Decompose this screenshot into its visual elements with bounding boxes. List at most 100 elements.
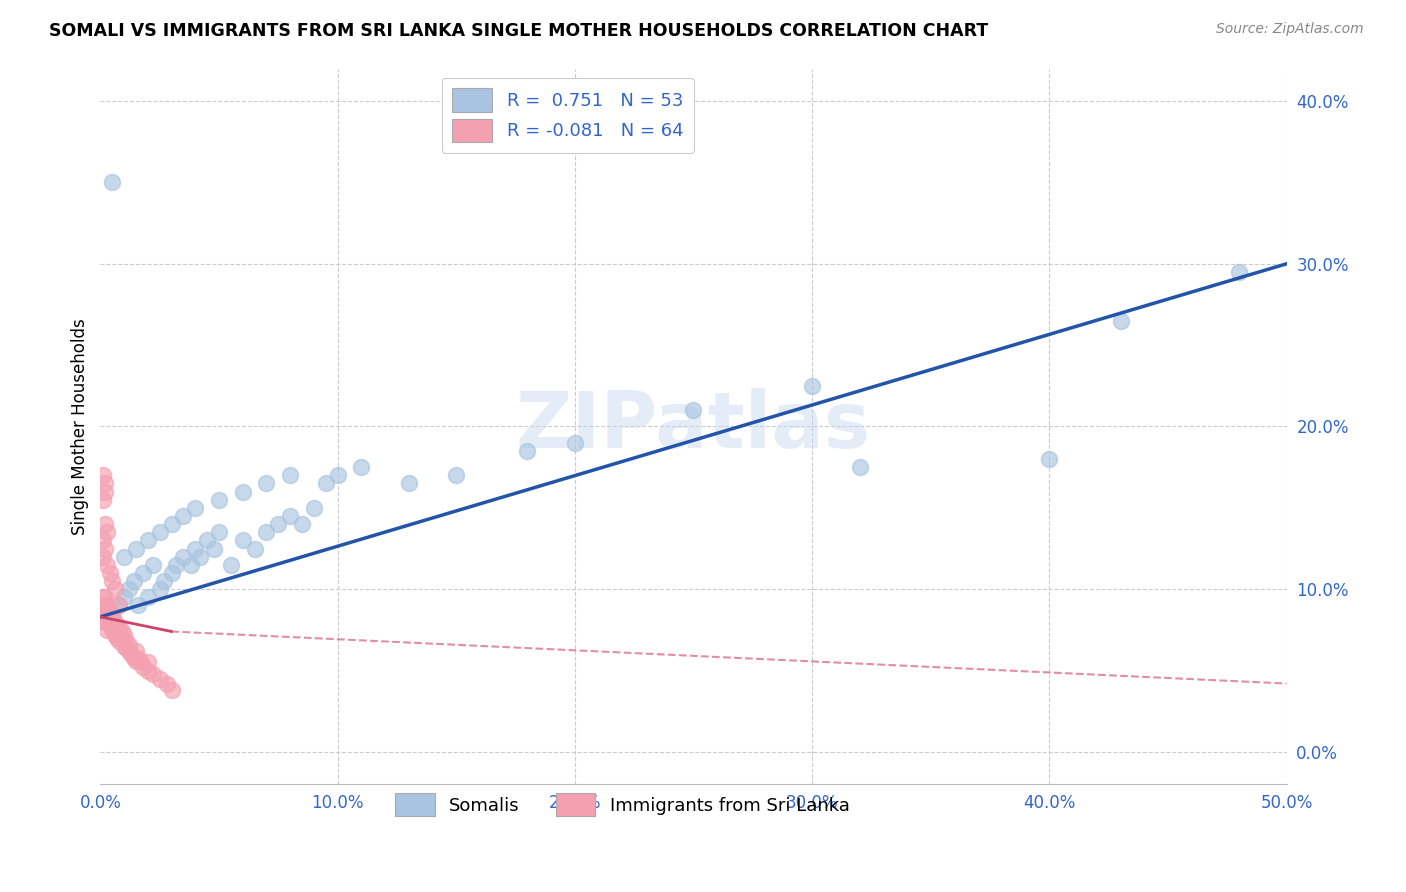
Point — [112, 549, 135, 564]
Point — [172, 549, 194, 564]
Point — [103, 628, 125, 642]
Point — [350, 460, 373, 475]
Point — [94, 541, 117, 556]
Point — [125, 541, 148, 556]
Point — [98, 611, 121, 625]
Point — [108, 628, 131, 642]
Point — [278, 508, 301, 523]
Text: Source: ZipAtlas.com: Source: ZipAtlas.com — [1216, 22, 1364, 37]
Point — [326, 468, 349, 483]
Point — [105, 623, 128, 637]
Point — [179, 558, 201, 572]
Point — [848, 460, 870, 475]
Point — [94, 607, 117, 621]
Point — [132, 566, 155, 580]
Point — [232, 484, 254, 499]
Point — [267, 517, 290, 532]
Point — [111, 631, 134, 645]
Point — [115, 634, 138, 648]
Point — [103, 582, 125, 597]
Point — [108, 599, 131, 613]
Point — [120, 647, 142, 661]
Point — [101, 176, 124, 190]
Point — [115, 640, 138, 655]
Point — [564, 435, 586, 450]
Point — [172, 508, 194, 523]
Point — [94, 517, 117, 532]
Point — [91, 468, 114, 483]
Point — [398, 476, 420, 491]
Point — [202, 541, 225, 556]
Point — [153, 574, 176, 588]
Point — [232, 533, 254, 548]
Point — [96, 607, 118, 621]
Point — [112, 591, 135, 605]
Text: ZIPatlas: ZIPatlas — [516, 389, 870, 465]
Point — [91, 607, 114, 621]
Point — [184, 541, 207, 556]
Point — [91, 591, 114, 605]
Point — [101, 574, 124, 588]
Point — [112, 639, 135, 653]
Point — [91, 599, 114, 613]
Point — [444, 468, 467, 483]
Point — [127, 599, 149, 613]
Point — [91, 533, 114, 548]
Point — [125, 654, 148, 668]
Point — [103, 615, 125, 629]
Point — [160, 517, 183, 532]
Point — [101, 607, 124, 621]
Point — [254, 476, 277, 491]
Point — [127, 650, 149, 665]
Point — [96, 558, 118, 572]
Point — [208, 525, 231, 540]
Point — [112, 634, 135, 648]
Point — [149, 672, 172, 686]
Point — [141, 666, 163, 681]
Point — [101, 618, 124, 632]
Point — [129, 656, 152, 670]
Point — [94, 476, 117, 491]
Point — [98, 607, 121, 621]
Point — [243, 541, 266, 556]
Point — [254, 525, 277, 540]
Point — [101, 607, 124, 621]
Point — [1227, 265, 1250, 279]
Point — [112, 628, 135, 642]
Point — [1109, 314, 1132, 328]
Point — [98, 615, 121, 629]
Point — [94, 615, 117, 629]
Point — [136, 533, 159, 548]
Point — [103, 621, 125, 635]
Point — [108, 599, 131, 613]
Point — [118, 644, 141, 658]
Point — [132, 660, 155, 674]
Point — [195, 533, 218, 548]
Point — [160, 683, 183, 698]
Point — [302, 500, 325, 515]
Point — [315, 476, 337, 491]
Point — [96, 615, 118, 629]
Point — [184, 500, 207, 515]
Point — [141, 558, 163, 572]
Point — [136, 656, 159, 670]
Point — [291, 517, 314, 532]
Y-axis label: Single Mother Households: Single Mother Households — [72, 318, 89, 535]
Point — [94, 484, 117, 499]
Point — [516, 443, 538, 458]
Point — [94, 591, 117, 605]
Text: SOMALI VS IMMIGRANTS FROM SRI LANKA SINGLE MOTHER HOUSEHOLDS CORRELATION CHART: SOMALI VS IMMIGRANTS FROM SRI LANKA SING… — [49, 22, 988, 40]
Point — [160, 566, 183, 580]
Point — [122, 574, 145, 588]
Point — [125, 644, 148, 658]
Point — [1038, 452, 1060, 467]
Point — [101, 611, 124, 625]
Point — [165, 558, 187, 572]
Point — [96, 525, 118, 540]
Point — [188, 549, 211, 564]
Point — [108, 634, 131, 648]
Point — [682, 403, 704, 417]
Point — [91, 549, 114, 564]
Point — [149, 582, 172, 597]
Point — [101, 623, 124, 637]
